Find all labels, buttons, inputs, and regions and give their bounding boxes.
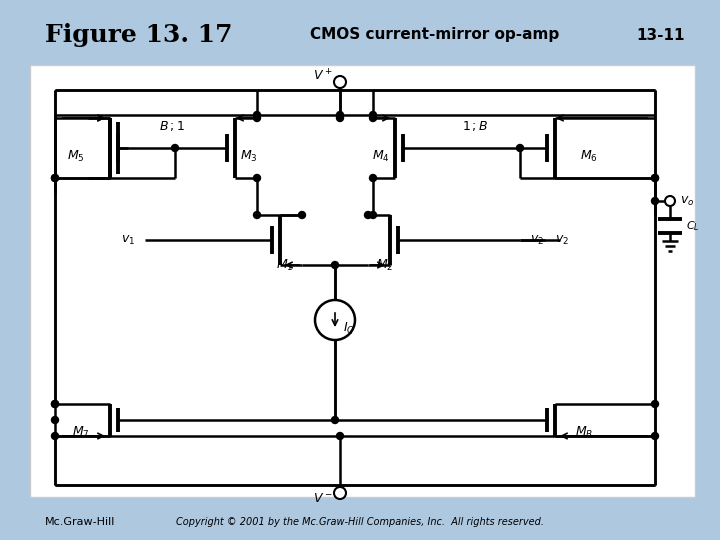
Text: $M_1$: $M_1$ (276, 258, 294, 273)
Circle shape (369, 174, 377, 181)
Text: $V^+$: $V^+$ (312, 69, 332, 84)
Text: $v_2$: $v_2$ (555, 233, 569, 247)
Circle shape (652, 198, 659, 205)
Text: 13-11: 13-11 (636, 28, 685, 43)
Circle shape (315, 300, 355, 340)
Circle shape (52, 174, 58, 181)
Text: CMOS current-mirror op-amp: CMOS current-mirror op-amp (310, 28, 559, 43)
Circle shape (369, 111, 377, 118)
Circle shape (171, 145, 179, 152)
Text: $M_B$: $M_B$ (575, 424, 593, 440)
Text: Mc.Graw-Hill: Mc.Graw-Hill (45, 517, 115, 527)
Circle shape (516, 145, 523, 152)
Text: $1\,;B$: $1\,;B$ (462, 119, 488, 133)
Text: Copyright © 2001 by the Mc.Graw-Hill Companies, Inc.  All rights reserved.: Copyright © 2001 by the Mc.Graw-Hill Com… (176, 517, 544, 527)
FancyBboxPatch shape (30, 65, 695, 497)
Circle shape (369, 114, 377, 122)
Circle shape (253, 174, 261, 181)
Circle shape (364, 212, 372, 219)
Circle shape (336, 114, 343, 122)
Circle shape (652, 401, 659, 408)
Text: $M_6$: $M_6$ (580, 148, 598, 164)
Circle shape (336, 111, 343, 118)
Text: $M_3$: $M_3$ (240, 148, 258, 164)
Circle shape (369, 212, 377, 219)
Circle shape (52, 401, 58, 408)
Text: $M_2$: $M_2$ (377, 258, 394, 273)
Text: $I_Q$: $I_Q$ (343, 320, 355, 336)
Circle shape (652, 174, 659, 181)
Circle shape (253, 212, 261, 219)
Circle shape (652, 433, 659, 440)
Circle shape (52, 416, 58, 423)
Text: $M_4$: $M_4$ (372, 148, 390, 164)
Text: $M_7$: $M_7$ (72, 424, 90, 440)
Circle shape (299, 212, 305, 219)
Circle shape (331, 416, 338, 423)
Circle shape (253, 114, 261, 122)
Text: $v_o$: $v_o$ (680, 194, 694, 207)
Text: $C_L$: $C_L$ (686, 219, 700, 233)
Text: $B\,;1$: $B\,;1$ (159, 119, 185, 133)
Circle shape (334, 487, 346, 499)
Circle shape (334, 76, 346, 88)
Circle shape (336, 433, 343, 440)
Circle shape (652, 174, 659, 181)
Text: $v_1$: $v_1$ (121, 233, 135, 247)
Circle shape (52, 401, 58, 408)
Text: Figure 13. 17: Figure 13. 17 (45, 23, 233, 47)
Circle shape (52, 433, 58, 440)
Text: $M_5$: $M_5$ (68, 148, 85, 164)
Circle shape (665, 196, 675, 206)
Circle shape (331, 261, 338, 268)
Circle shape (253, 111, 261, 118)
Circle shape (52, 174, 58, 181)
Text: $v_2$: $v_2$ (530, 233, 544, 247)
Text: $V^-$: $V^-$ (312, 492, 332, 505)
